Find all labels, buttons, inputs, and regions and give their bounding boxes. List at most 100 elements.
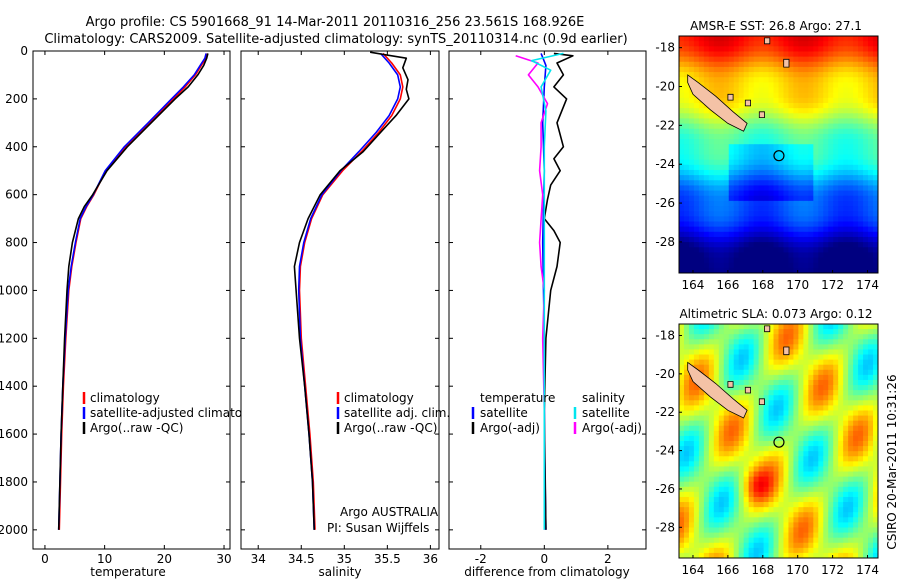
legend-label-satellite-adjusted: satellite-adjusted climatology <box>90 406 268 420</box>
map-cell <box>843 97 849 104</box>
map-cell <box>773 123 780 130</box>
map-cell <box>683 339 690 345</box>
map-cell <box>808 400 814 406</box>
map-cell <box>723 532 730 539</box>
map-cell <box>843 231 849 238</box>
map-cell <box>728 149 735 156</box>
map-cell <box>843 92 849 99</box>
map-cell <box>708 456 715 462</box>
map-cell <box>828 242 834 248</box>
map-cell <box>723 430 730 437</box>
map-cell <box>733 206 740 212</box>
map-cell <box>693 206 700 212</box>
map-cell <box>798 324 804 330</box>
map-cell <box>848 354 854 361</box>
map-cell <box>833 113 839 120</box>
map-cell <box>868 139 874 145</box>
map-cell <box>778 252 785 259</box>
map-cell <box>698 542 705 549</box>
map-cell <box>808 102 814 109</box>
map-cell <box>798 466 804 473</box>
map-cell <box>823 461 829 468</box>
map-cell <box>763 154 770 161</box>
map-cell <box>823 379 829 386</box>
map-cell <box>728 507 735 513</box>
map-cell <box>858 486 864 493</box>
map-cell <box>728 144 735 150</box>
map-cell <box>818 262 824 269</box>
map-cell <box>813 385 819 391</box>
map-cell <box>808 481 814 488</box>
map-cell <box>808 175 814 181</box>
map-cell <box>763 466 770 473</box>
map-cell <box>688 216 695 223</box>
map-cell <box>793 262 799 269</box>
map-cell <box>843 334 849 340</box>
map-cell <box>748 262 755 269</box>
map-cell <box>748 267 755 273</box>
map-cell <box>698 410 705 417</box>
map-cell <box>778 108 785 114</box>
map-cell <box>818 149 824 156</box>
map-cell <box>683 425 690 432</box>
map-cell <box>703 405 710 412</box>
map-cell <box>679 180 685 187</box>
map-cell <box>778 405 785 412</box>
map-cell <box>738 552 745 558</box>
map-cell <box>863 410 869 417</box>
map-cell <box>793 486 799 493</box>
map-cell <box>763 144 770 150</box>
map-cell <box>708 496 715 503</box>
map-cell <box>708 339 715 345</box>
map-cell <box>843 169 849 176</box>
map-cell <box>683 527 690 534</box>
map-cell <box>728 369 735 376</box>
map-cell <box>818 206 824 212</box>
map-cell <box>703 185 710 192</box>
map-cell <box>778 461 785 468</box>
map-cell <box>838 82 844 89</box>
map-cell <box>688 36 695 42</box>
map-cell <box>773 164 780 171</box>
map-cell <box>738 159 745 166</box>
map-cell <box>808 507 814 513</box>
map-cell <box>788 159 795 166</box>
map-cell <box>728 61 735 68</box>
map-cell <box>873 195 878 202</box>
map-cell <box>828 77 834 83</box>
map-cell <box>733 200 740 207</box>
map-cell <box>778 102 785 109</box>
map-cell <box>853 185 859 192</box>
map-cell <box>763 379 770 386</box>
map-cell <box>728 211 735 217</box>
map-cell <box>853 542 859 549</box>
map-cell <box>703 395 710 401</box>
map-cell <box>738 379 745 386</box>
map-cell <box>748 61 755 68</box>
map-cell <box>713 72 720 78</box>
map-cell <box>773 329 780 335</box>
map-cell <box>788 456 795 462</box>
map-cell <box>828 211 834 217</box>
map-cell <box>683 461 690 468</box>
map-cell <box>793 329 799 335</box>
map-cell <box>768 236 775 243</box>
map-cell <box>828 517 834 523</box>
map-cell <box>753 430 760 437</box>
map-cell <box>873 41 878 47</box>
map-cell <box>733 430 740 437</box>
map-cell <box>823 113 829 120</box>
map-cell <box>788 267 795 273</box>
map-cell <box>753 226 760 233</box>
map-cell <box>708 547 715 554</box>
map-cell <box>858 471 864 478</box>
map-cell <box>698 552 705 558</box>
map-cell <box>683 537 690 544</box>
map-cell <box>738 359 745 366</box>
map-cell <box>778 542 785 549</box>
map-cell <box>858 226 864 233</box>
map-cell <box>683 267 690 273</box>
map-cell <box>828 139 834 145</box>
map-cell <box>808 190 814 197</box>
map-cell <box>873 400 878 406</box>
